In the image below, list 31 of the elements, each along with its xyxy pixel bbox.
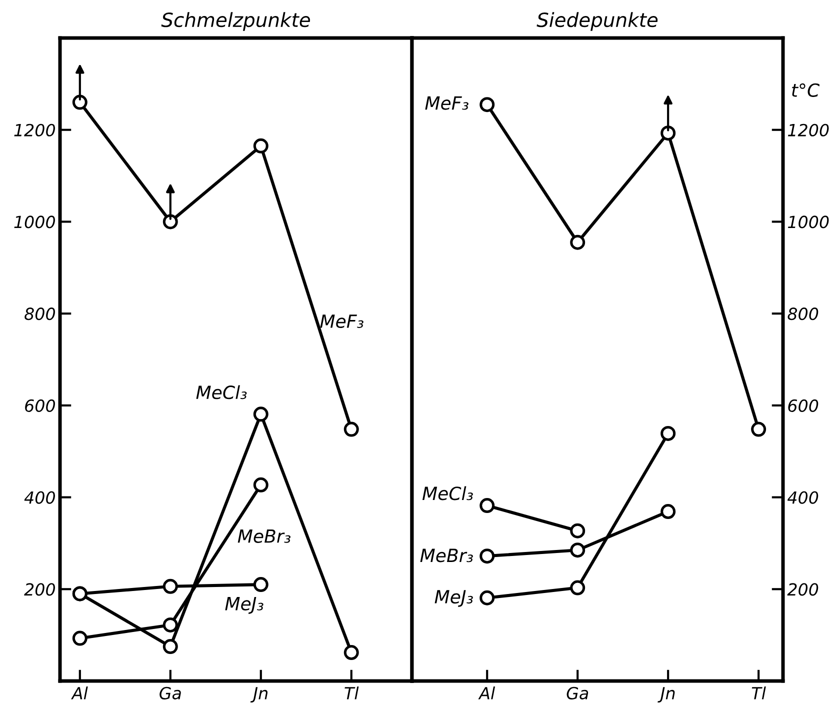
series-label: MeBr₃ (238, 530, 290, 543)
y-tick-label: 1200 (14, 124, 55, 136)
chart-title: Siedepunkte (536, 12, 658, 31)
x-tick-label: Ga (160, 686, 181, 700)
y-tick-label: 400 (787, 491, 818, 504)
y-tick-label: 600 (25, 399, 55, 412)
series-label: MeJ₃ (434, 590, 473, 607)
x-tick-label: Jn (658, 687, 675, 703)
chart-title: Schmelzpunkte (161, 12, 310, 31)
y-tick-label: 200 (24, 583, 55, 596)
y-tick-label: 1000 (14, 216, 55, 228)
x-tick-label: Al (71, 686, 88, 700)
y-tick-label: 1000 (788, 216, 829, 228)
series-label: MeCl₃ (422, 486, 473, 500)
x-tick-label: Jn (250, 687, 268, 703)
y-tick-label: 1200 (788, 124, 829, 136)
x-tick-label: Tl (344, 686, 359, 700)
y-tick-label: 800 (788, 308, 818, 320)
series-label: MeBr₃ (420, 548, 473, 562)
series-label: MeF₃ (425, 96, 468, 110)
y-tick-label: 600 (788, 399, 818, 412)
series-label: MeJ₃ (225, 597, 264, 614)
x-tick-label: Al (478, 686, 496, 700)
y-axis-title: t°C (792, 83, 820, 97)
x-tick-label: Tl (752, 686, 766, 700)
x-tick-label: Ga (566, 686, 588, 700)
y-tick-label: 800 (24, 308, 55, 320)
y-tick-label: 400 (24, 491, 55, 504)
y-tick-label: 200 (787, 583, 818, 596)
series-label: MeCl₃ (196, 385, 247, 400)
series-label: MeF₃ (320, 314, 364, 328)
